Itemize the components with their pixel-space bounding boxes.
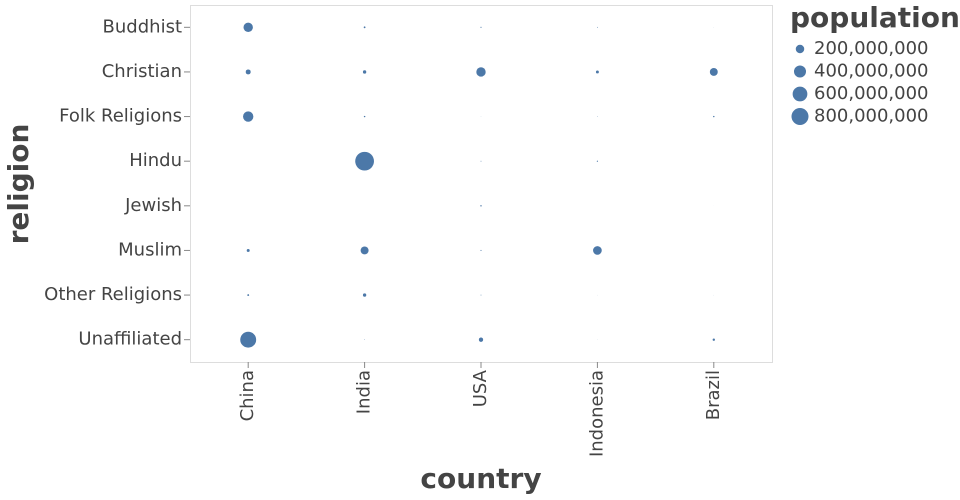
bubble <box>597 116 598 117</box>
legend-label: 400,000,000 <box>814 61 929 82</box>
y-tick-label: Other Religions <box>44 284 182 305</box>
y-tick-label: Christian <box>102 61 182 82</box>
bubble <box>595 70 599 74</box>
bubble <box>363 115 366 118</box>
bubble <box>480 205 482 207</box>
bubble <box>247 294 250 296</box>
bubble <box>245 69 251 75</box>
bubble <box>243 22 253 33</box>
legend-symbol <box>795 44 805 54</box>
x-axis-title: country <box>420 462 541 495</box>
legend-title: population <box>790 1 960 34</box>
bubble <box>355 151 374 171</box>
bubble <box>363 26 366 29</box>
bubble <box>243 111 254 122</box>
x-tick-label: China <box>237 370 258 421</box>
y-tick-label: Unaffiliated <box>78 329 182 350</box>
bubble <box>480 294 482 296</box>
legend-label: 200,000,000 <box>814 38 929 59</box>
bubble <box>593 246 602 255</box>
bubble <box>362 70 367 74</box>
plot-frame <box>190 5 773 363</box>
legend-symbol <box>792 86 808 102</box>
bubble <box>364 339 365 340</box>
y-tick-label: Muslim <box>118 239 182 260</box>
bubble <box>480 160 482 162</box>
bubble <box>478 337 484 342</box>
bubble <box>713 115 715 118</box>
y-tick-label: Hindu <box>129 150 182 171</box>
bubble <box>480 249 482 251</box>
bubble <box>596 160 599 162</box>
bubble <box>246 248 250 252</box>
legend-label: 800,000,000 <box>814 106 929 127</box>
legend-symbol <box>793 65 807 78</box>
bubble <box>597 26 598 28</box>
bubble <box>476 67 486 77</box>
y-tick-label: Buddhist <box>103 16 182 37</box>
bubble <box>360 246 369 255</box>
bubble <box>709 67 718 76</box>
y-tick-label: Folk Religions <box>59 106 182 127</box>
bubble <box>480 26 482 28</box>
legend-symbol <box>791 107 809 126</box>
bubble <box>362 293 367 297</box>
y-tick-label: Jewish <box>124 195 182 216</box>
x-tick-label: India <box>354 370 375 414</box>
x-tick-label: Indonesia <box>586 370 607 457</box>
x-tick-label: Brazil <box>703 370 724 420</box>
x-tick-label: USA <box>470 369 491 407</box>
legend-label: 600,000,000 <box>814 83 929 104</box>
bubble <box>240 331 257 348</box>
y-axis-title: religion <box>2 124 35 245</box>
bubble <box>712 338 715 341</box>
